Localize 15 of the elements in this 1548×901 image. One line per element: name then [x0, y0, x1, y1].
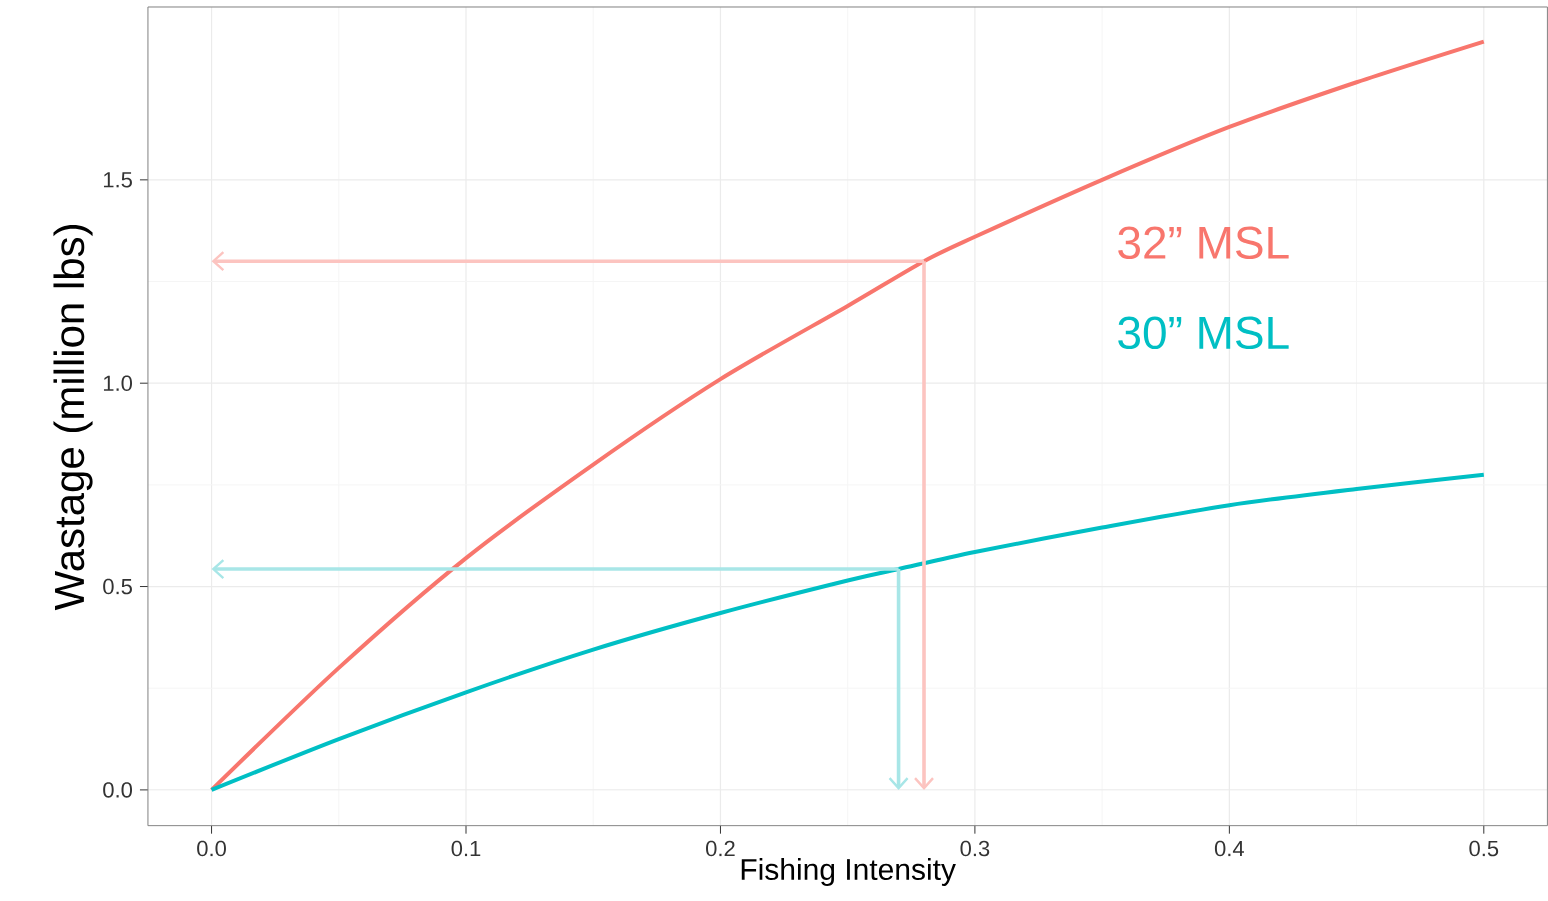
x-axis-title: Fishing Intensity [741, 858, 956, 887]
x-tick-label: 0.2 [706, 840, 735, 857]
x-tick-label: 0.0 [197, 840, 226, 857]
x-tick-label: 0.1 [451, 840, 481, 857]
y-axis-title: Wastage (million lbs) [53, 225, 93, 611]
y-tick-label: 1.0 [103, 375, 133, 392]
x-tick-label: 0.5 [1469, 840, 1499, 857]
x-tick-label: 0.4 [1214, 840, 1244, 857]
y-tick-label: 0.5 [103, 578, 132, 595]
series-label: 32” MSL [1118, 226, 1289, 260]
y-tick-label: 0.0 [103, 782, 133, 798]
line-series [209, 472, 1486, 793]
x-tick-label: 0.3 [960, 840, 990, 857]
y-tick-label: 1.5 [103, 172, 132, 188]
text: 30” MSL [1118, 316, 1289, 350]
